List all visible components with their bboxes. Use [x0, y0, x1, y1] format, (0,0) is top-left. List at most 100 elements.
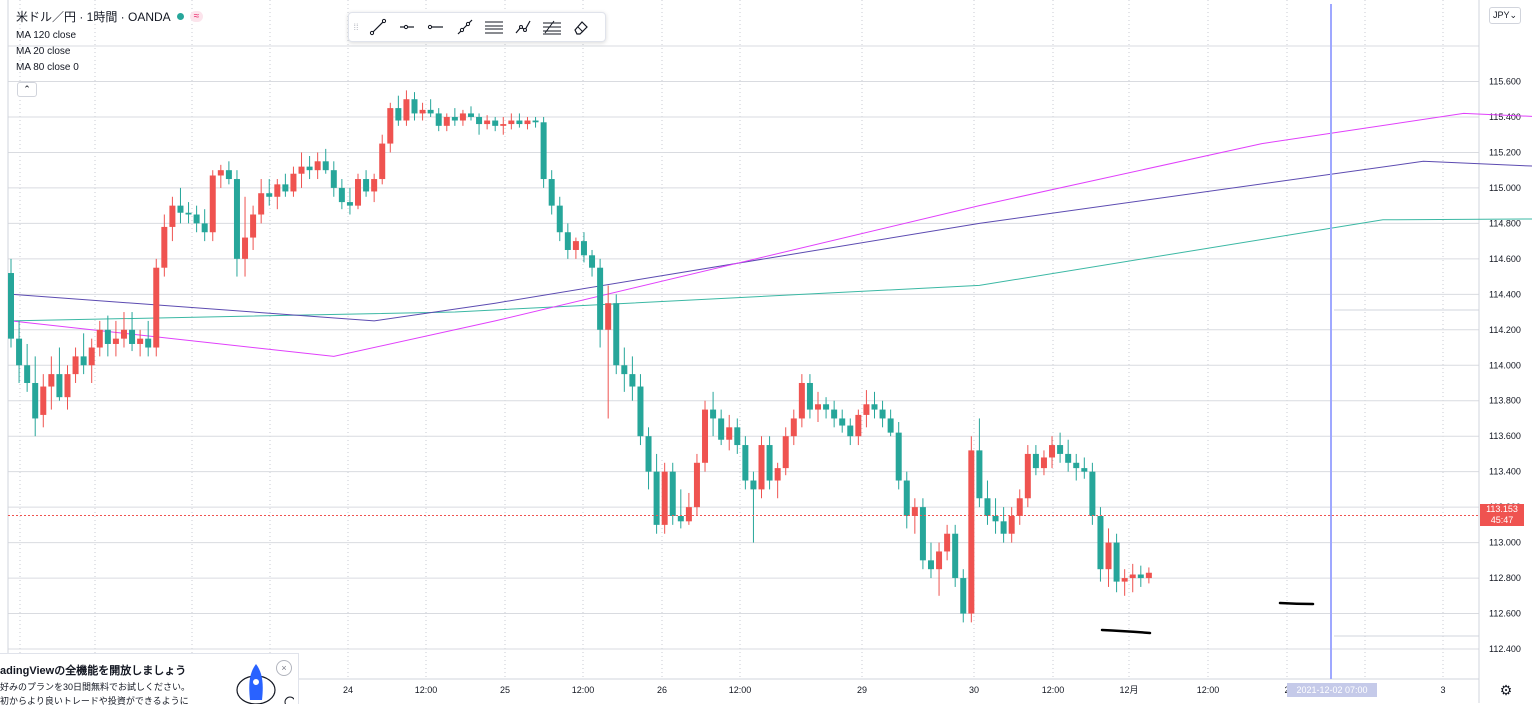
x-tick-label: 12:00 [1042, 685, 1065, 695]
fib-retracement-icon[interactable] [537, 14, 566, 40]
legend-symbol-row: 米ドル／円 · 1時間 · OANDA ≈ [16, 8, 204, 25]
chevron-down-icon: ⌄ [1509, 10, 1518, 20]
candle-body [40, 386, 47, 415]
candle-body [1145, 572, 1152, 579]
promo-line-2: 初からより良いトレードや投資ができるように [0, 696, 189, 706]
candle-body [250, 214, 257, 238]
path-icon[interactable] [508, 14, 537, 40]
candle-body [1049, 445, 1056, 458]
candle-body [645, 436, 652, 472]
candle-body [605, 303, 612, 330]
candle-body [580, 241, 587, 256]
horizontal-line-icon[interactable] [421, 14, 450, 40]
close-promo-button[interactable]: × [276, 660, 292, 676]
candle-body [871, 404, 878, 410]
candle-body [1032, 453, 1039, 469]
candle-body [734, 427, 741, 446]
y-tick-label: 113.600 [1489, 431, 1521, 441]
candle-body [492, 120, 499, 126]
currency-label: JPY [1492, 10, 1510, 20]
candle-body [863, 404, 870, 415]
candle-body [597, 267, 604, 330]
candle-body [96, 329, 103, 348]
currency-button[interactable]: JPY⌄ [1489, 7, 1521, 24]
candle-body [572, 241, 579, 250]
y-tick-label: 114.800 [1489, 218, 1521, 228]
candle-body [451, 116, 458, 121]
drag-handle-icon[interactable]: ⁞⁞ [353, 21, 359, 32]
candle-body [145, 338, 152, 348]
candle-body [112, 338, 119, 344]
y-tick-label: 112.600 [1489, 609, 1521, 619]
candle-body [960, 578, 967, 614]
y-tick-label: 113.400 [1489, 467, 1521, 477]
candle-body [153, 267, 160, 348]
candle-body [1089, 471, 1096, 516]
candle-body [24, 365, 31, 383]
promo-heading: adingViewの全機能を開放しましょう [0, 665, 187, 677]
candle-body [1040, 457, 1047, 469]
candle-body [839, 418, 846, 426]
y-tick-label: 114.200 [1489, 325, 1521, 335]
x-tick-label: 3 [1440, 685, 1445, 695]
candle-body [1024, 453, 1031, 499]
candle-body [992, 515, 999, 522]
candle-body [742, 445, 749, 481]
candle-body [274, 184, 281, 197]
candle-body [911, 507, 918, 516]
chevron-up-icon[interactable]: ⌃ [17, 82, 37, 97]
candle-body [209, 175, 216, 233]
x-tick-label: 25 [500, 685, 510, 695]
y-tick-label: 115.600 [1489, 77, 1521, 87]
chart-legend: 米ドル／円 · 1時間 · OANDA ≈ MA 120 close MA 20… [16, 8, 204, 73]
candle-body [201, 223, 208, 233]
candle-body [1081, 468, 1088, 472]
candle-body [887, 418, 894, 433]
candle-body [726, 427, 733, 440]
candle-body [1121, 578, 1128, 582]
candle-body [790, 418, 797, 437]
candle-body [1129, 574, 1136, 579]
candle-body [72, 356, 79, 375]
candle-body [556, 205, 563, 233]
candle-body [806, 382, 813, 410]
last-price-tag: 113.153 45:47 [1480, 504, 1524, 526]
candle-body [823, 404, 830, 410]
bar-countdown: 45:47 [1490, 515, 1514, 525]
x-tick-label: 24 [343, 685, 353, 695]
candle-body [443, 116, 450, 126]
y-tick-label: 112.800 [1489, 573, 1521, 583]
candle-body [693, 462, 700, 508]
candle-body [435, 113, 442, 126]
x-tick-label: 26 [657, 685, 667, 695]
horizontal-ray-icon[interactable] [392, 14, 421, 40]
candle-body [242, 237, 249, 259]
extended-line-icon[interactable] [450, 14, 479, 40]
parallel-channel-icon[interactable] [479, 14, 508, 40]
y-tick-label: 115.000 [1489, 183, 1521, 193]
candle-body [387, 108, 394, 144]
x-tick-label: 12:00 [572, 685, 595, 695]
candle-body [750, 480, 757, 490]
candle-body [798, 382, 805, 419]
legend-ma20[interactable]: MA 20 close [16, 46, 71, 57]
legend-ma120[interactable]: MA 120 close [16, 30, 77, 41]
y-tick-label: 113.000 [1489, 538, 1521, 548]
legend-ma80[interactable]: MA 80 close 0 [16, 62, 79, 73]
candle-body [32, 382, 39, 419]
crosshair-time-tag: 2021-12-02 07:00 [1287, 683, 1377, 697]
legend-symbol[interactable]: 米ドル／円 · 1時間 · OANDA [16, 10, 171, 24]
x-tick-label: 12:00 [415, 685, 438, 695]
gear-icon[interactable]: ⚙ [1499, 682, 1513, 698]
candle-body [258, 193, 265, 215]
trend-line-icon[interactable] [363, 14, 392, 40]
candle-body [855, 414, 862, 437]
candle-body [524, 120, 531, 125]
candle-body [48, 374, 55, 387]
candle-body [677, 515, 684, 522]
candle-body [879, 409, 886, 419]
candle-body [298, 166, 305, 174]
approx-badge[interactable]: ≈ [189, 11, 204, 22]
eraser-icon[interactable] [566, 14, 595, 40]
